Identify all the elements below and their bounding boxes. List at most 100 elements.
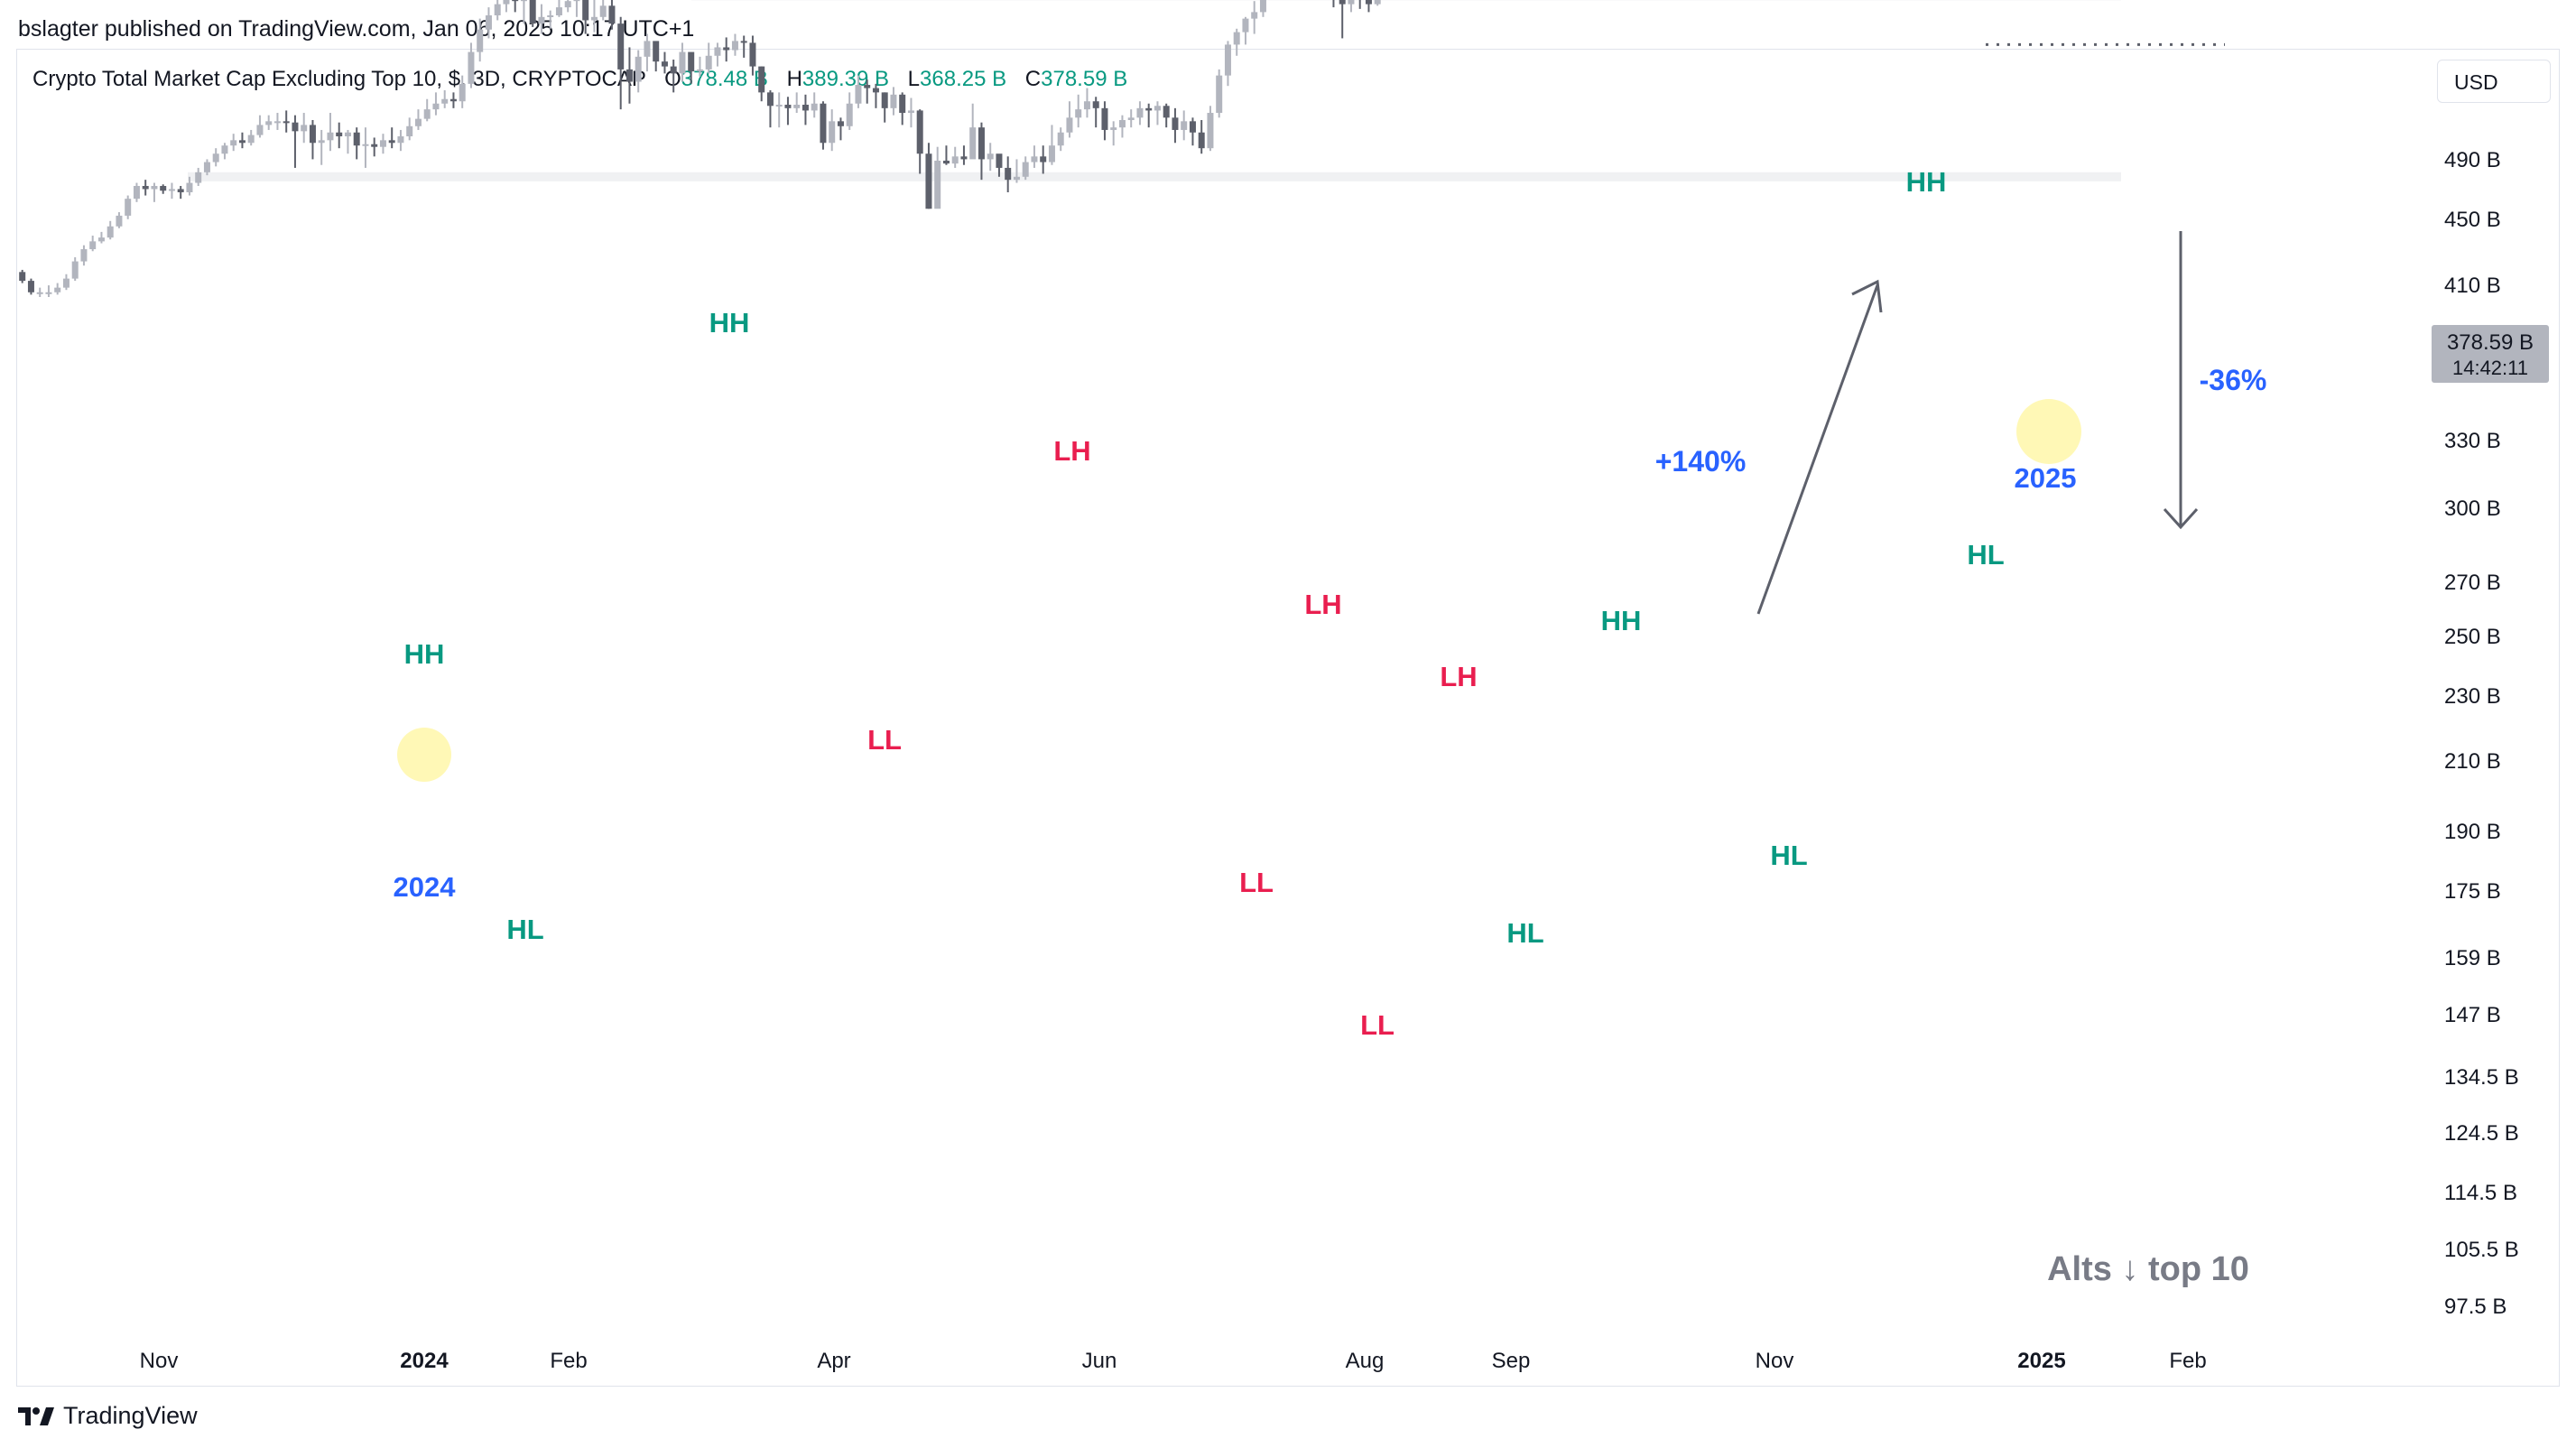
candle-body [608,5,616,24]
pivot-label: HH [1906,166,1947,198]
candle-body [1101,107,1108,130]
candle-body [1092,101,1099,108]
candle-body [36,292,43,294]
candle-body [723,47,730,51]
tradingview-logo-icon [18,1406,54,1425]
candle-body [71,261,79,279]
candle-body [265,121,273,125]
candle-body [247,135,255,144]
candle-body [1198,132,1205,149]
candle-body [555,7,562,15]
drop-arrow-head [2163,507,2199,530]
candle-body [344,132,351,137]
candle-body [212,153,219,162]
candle-body [916,110,923,154]
candle-body [846,103,853,126]
drop-percent-label: -36% [2200,364,2267,396]
candle-body [625,69,633,82]
candle-body [512,0,519,2]
candle-body [766,92,774,107]
candle-body [406,125,413,137]
candle-body [520,0,527,2]
last-price-value: 378.59 B [2447,330,2534,355]
candle-body [590,16,598,21]
y-axis-tick-label: 270 B [2444,571,2501,595]
y-axis-tick-label: 330 B [2444,429,2501,453]
candle-body [292,122,299,132]
symbol-title[interactable]: Crypto Total Market Cap Excluding Top 10… [32,67,646,91]
candle-body [125,199,132,216]
candle-body [1163,106,1170,118]
pivot-label: LL [867,724,902,756]
watermark-text: Alts ↓ top 10 [2047,1250,2249,1288]
candle-body [644,41,651,57]
tradingview-footer[interactable]: TradingView [18,1402,198,1430]
candle-body [1207,113,1214,149]
candle-body [661,61,668,67]
candle-body [301,125,308,132]
close-value: 378.59 B [1041,67,1128,91]
candle-body [1374,0,1381,5]
candle-body [97,237,105,242]
candle-body [151,185,158,190]
candle-body [1031,156,1038,162]
candle-body [573,0,580,2]
last-price-tag [2432,325,2549,383]
candle-body [925,153,932,209]
candle-body [1040,156,1047,162]
candle-body [907,110,914,114]
y-axis-tick-label: 114.5 B [2444,1181,2517,1205]
pivot-label: LH [1440,661,1477,692]
candle-body [477,29,484,52]
y-axis-tick-label: 410 B [2444,274,2501,298]
candle-body [679,51,686,74]
candle-body [696,69,703,72]
candle-body [283,121,290,124]
candle-body [599,5,607,17]
candle-body [336,132,343,137]
candle-body [459,83,466,102]
candle-body [397,136,404,144]
candle-body [1189,121,1196,133]
candle-body [503,0,510,5]
candle-body [1145,107,1153,111]
x-axis-tick-label: Nov [140,1349,179,1373]
candle-body [1259,0,1266,13]
candle-body [89,241,97,250]
candle-body [485,14,492,30]
candle-body [890,94,897,108]
currency-button[interactable]: USD [2437,60,2551,103]
candle-body [168,189,175,191]
pivot-label: HL [506,914,543,945]
x-axis-tick-label: Jun [1082,1349,1117,1373]
pivot-label: HL [1770,840,1807,871]
candle-body [855,85,862,104]
candle-body [811,103,818,111]
y-axis-tick-label: 159 B [2444,946,2501,970]
x-axis-tick-label: Sep [1492,1349,1531,1373]
x-axis-tick-label: Feb [550,1349,587,1373]
candle-body [177,189,184,192]
candle-body [688,51,695,72]
high-label: H [786,67,802,91]
candle-body [864,85,871,88]
pivot-label: HL [1967,539,2004,571]
candle-body [238,140,246,144]
candle-body [62,278,69,288]
candle-body [414,118,422,126]
x-axis-tick-label: Feb [2169,1349,2206,1373]
pivot-label: 2024 [394,871,457,903]
candle-body [758,66,765,93]
candle-body [881,92,888,108]
candle-body [538,16,545,24]
candle-body [951,156,959,164]
candle-body [820,103,827,144]
y-axis-tick-label: 490 B [2444,148,2501,172]
candle-body [379,140,386,147]
candle-body [899,94,906,114]
y-axis-tick-label: 300 B [2444,497,2501,521]
year-2025-highlight [2016,399,2081,464]
candle-body [1365,0,1372,5]
x-axis-tick-label: Nov [1756,1349,1794,1373]
